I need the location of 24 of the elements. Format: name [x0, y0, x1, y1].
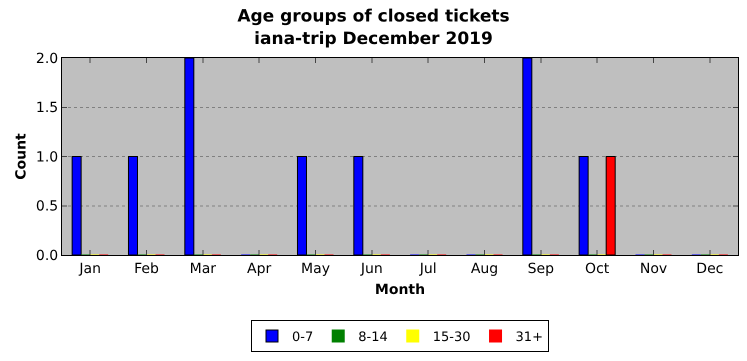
- legend-label: 8-14: [358, 330, 388, 346]
- x-tick-label: Apr: [247, 260, 272, 277]
- x-tick-label: Nov: [640, 260, 668, 277]
- x-tick-label: Sep: [528, 260, 554, 277]
- y-tick-label: 1.5: [36, 100, 58, 116]
- x-tick-label: Feb: [134, 260, 159, 277]
- x-tick-label: Dec: [696, 260, 724, 277]
- x-tick-label: May: [301, 260, 330, 277]
- y-tick-label: 0.0: [36, 248, 58, 264]
- legend-label: 15-30: [432, 330, 471, 346]
- x-tick-label: Oct: [585, 260, 610, 277]
- x-tick-label: Jul: [418, 260, 437, 277]
- x-tick-label: Jan: [78, 260, 101, 277]
- x-axis-title: Month: [374, 282, 426, 298]
- y-tick-label: 2.0: [36, 50, 58, 67]
- legend-label: 0-7: [292, 330, 314, 346]
- chart-title: Age groups of closed tickets iana-trip December 2019: [237, 6, 510, 49]
- x-tick-label: Mar: [190, 260, 216, 277]
- legend-label: 31+: [516, 330, 543, 346]
- y-axis-title: Count: [14, 132, 30, 180]
- y-tick-label: 0.5: [36, 198, 58, 215]
- y-tick-label: 1.0: [36, 149, 58, 166]
- x-tick-label: Jun: [360, 260, 383, 277]
- x-tick-label: Aug: [470, 260, 498, 277]
